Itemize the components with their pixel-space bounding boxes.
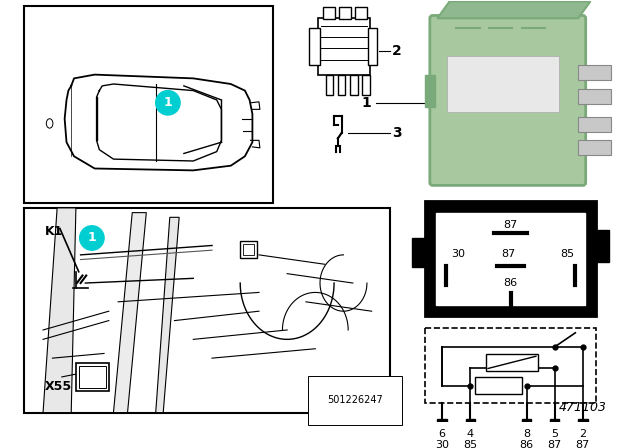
Bar	[425, 201, 596, 316]
Bar	[522, 419, 531, 426]
Text: 87: 87	[504, 220, 518, 230]
Text: 1: 1	[362, 96, 372, 110]
Bar	[486, 354, 538, 371]
Text: 5: 5	[551, 430, 558, 439]
Bar	[578, 117, 611, 132]
Bar	[412, 238, 427, 267]
Text: 85: 85	[561, 249, 575, 259]
Text: 4: 4	[467, 430, 474, 439]
Bar	[318, 18, 370, 75]
Text: 87: 87	[548, 440, 562, 448]
Text: 3: 3	[392, 126, 402, 140]
Text: 30: 30	[451, 249, 465, 259]
Text: 2: 2	[579, 430, 586, 439]
Bar	[578, 89, 611, 104]
Bar	[338, 75, 346, 95]
Polygon shape	[437, 1, 590, 18]
Polygon shape	[113, 213, 147, 413]
Polygon shape	[156, 217, 179, 413]
Bar	[240, 241, 257, 258]
Bar	[437, 419, 447, 426]
Bar	[447, 56, 559, 112]
Text: 2: 2	[392, 44, 402, 58]
Text: 471103: 471103	[558, 401, 606, 414]
Bar	[594, 230, 609, 262]
Bar	[243, 244, 254, 255]
Text: 86: 86	[520, 440, 534, 448]
Bar	[355, 7, 367, 19]
Bar	[578, 140, 611, 155]
Text: 30: 30	[435, 440, 449, 448]
Bar	[436, 213, 585, 305]
Bar	[350, 75, 358, 95]
Bar	[550, 419, 559, 426]
Bar	[475, 377, 522, 394]
Text: 8: 8	[523, 430, 530, 439]
Bar	[24, 6, 273, 203]
Text: 6: 6	[438, 430, 445, 439]
Bar	[326, 75, 333, 95]
Bar	[79, 366, 106, 388]
Text: 501226247: 501226247	[327, 395, 383, 405]
Circle shape	[79, 226, 104, 250]
Bar	[308, 28, 320, 65]
Bar	[76, 363, 109, 391]
Bar	[425, 75, 435, 108]
Text: 87: 87	[576, 440, 590, 448]
Bar	[368, 28, 377, 65]
Bar	[339, 7, 351, 19]
Bar	[578, 65, 611, 80]
Bar	[323, 7, 335, 19]
Circle shape	[156, 90, 180, 115]
Text: X55: X55	[45, 380, 72, 393]
Text: 1: 1	[164, 96, 172, 109]
Text: 87: 87	[501, 249, 515, 259]
Bar	[24, 208, 390, 413]
Text: K1: K1	[45, 225, 63, 238]
Bar	[465, 419, 475, 426]
Bar	[362, 75, 370, 95]
Bar	[578, 419, 588, 426]
FancyBboxPatch shape	[430, 16, 586, 185]
Text: 86: 86	[503, 278, 517, 288]
Text: 85: 85	[463, 440, 477, 448]
Polygon shape	[43, 208, 76, 413]
Text: 1: 1	[88, 232, 96, 245]
Bar	[425, 328, 596, 403]
